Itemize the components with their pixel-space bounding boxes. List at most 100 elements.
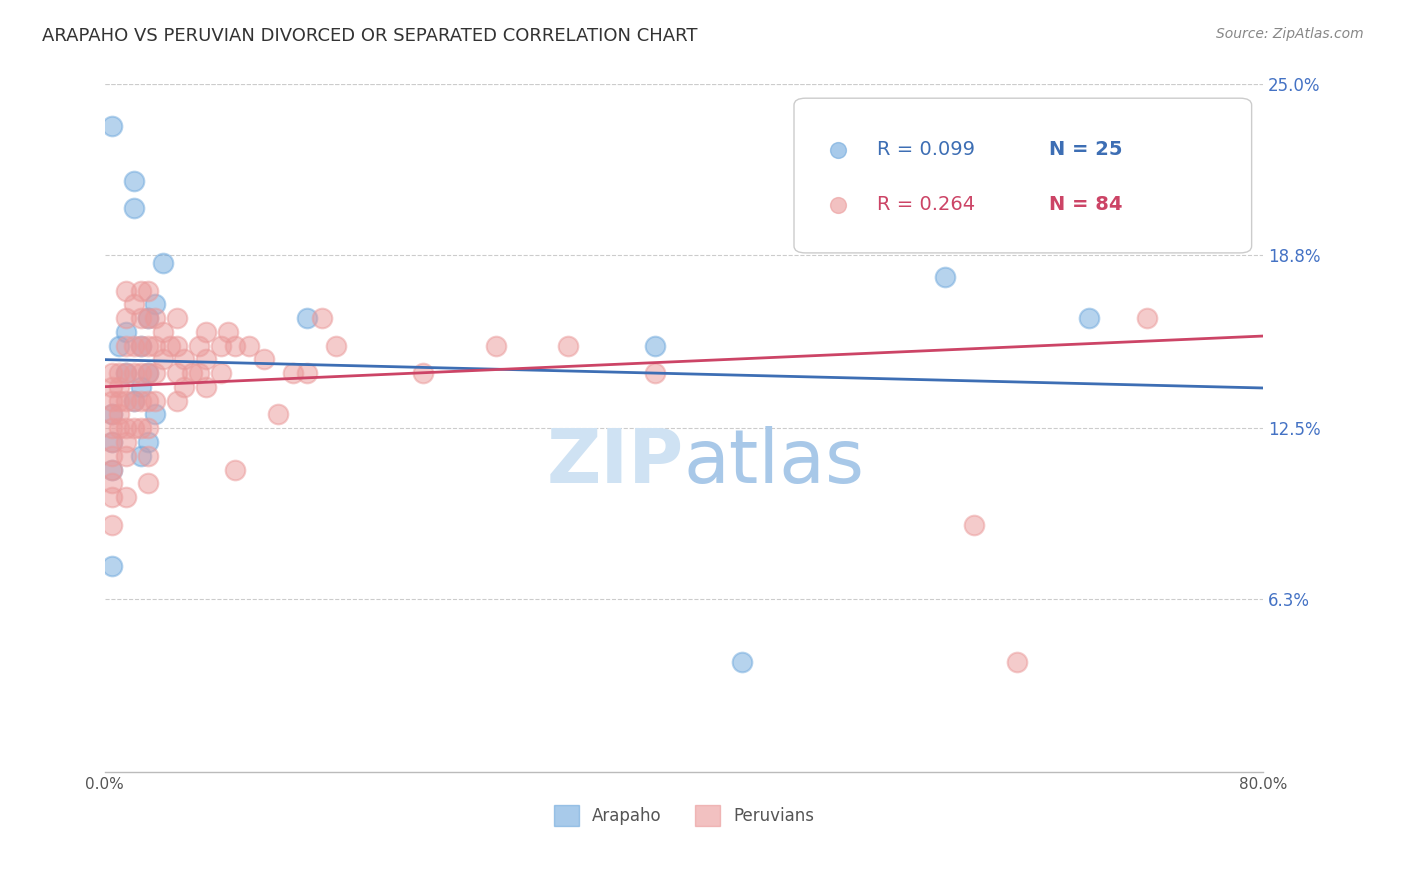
Point xyxy=(115,339,138,353)
Point xyxy=(129,421,152,435)
Point xyxy=(325,339,347,353)
Point xyxy=(412,366,434,380)
Point xyxy=(101,435,124,450)
Point xyxy=(136,311,159,326)
Point xyxy=(281,366,304,380)
Point xyxy=(644,339,666,353)
Point xyxy=(101,393,124,408)
Point xyxy=(108,408,131,422)
Legend: Arapaho, Peruvians: Arapaho, Peruvians xyxy=(547,799,821,832)
Point xyxy=(101,366,124,380)
Point xyxy=(115,284,138,298)
Point xyxy=(115,490,138,504)
Point xyxy=(143,339,166,353)
Point xyxy=(1078,311,1101,326)
Point xyxy=(136,435,159,450)
Point xyxy=(115,366,138,380)
Point xyxy=(101,476,124,491)
Point xyxy=(129,393,152,408)
Point xyxy=(122,393,145,408)
Point xyxy=(122,421,145,435)
Point xyxy=(187,366,209,380)
Point xyxy=(1078,160,1101,174)
Point xyxy=(101,490,124,504)
Point xyxy=(108,380,131,394)
Point xyxy=(129,366,152,380)
Point xyxy=(557,339,579,353)
FancyBboxPatch shape xyxy=(794,98,1251,253)
Point xyxy=(195,325,218,339)
Point xyxy=(224,339,246,353)
Point xyxy=(209,366,232,380)
Point xyxy=(129,311,152,326)
Point xyxy=(311,311,333,326)
Text: ARAPAHO VS PERUVIAN DIVORCED OR SEPARATED CORRELATION CHART: ARAPAHO VS PERUVIAN DIVORCED OR SEPARATE… xyxy=(42,27,697,45)
Point xyxy=(101,408,124,422)
Point xyxy=(101,380,124,394)
Point xyxy=(644,366,666,380)
Point xyxy=(101,421,124,435)
Point xyxy=(136,393,159,408)
Point xyxy=(180,366,202,380)
Point xyxy=(101,517,124,532)
Point xyxy=(143,393,166,408)
Point xyxy=(101,462,124,476)
Point xyxy=(101,462,124,476)
Text: R = 0.099: R = 0.099 xyxy=(877,140,976,160)
Point xyxy=(217,325,239,339)
Point xyxy=(890,132,912,146)
Text: ZIP: ZIP xyxy=(547,426,683,500)
Point xyxy=(122,366,145,380)
Point xyxy=(101,408,124,422)
Point xyxy=(101,449,124,463)
Point xyxy=(122,339,145,353)
Point xyxy=(129,339,152,353)
Point xyxy=(143,408,166,422)
Point xyxy=(297,366,319,380)
Point xyxy=(152,256,174,270)
Point xyxy=(143,366,166,380)
Point xyxy=(143,311,166,326)
Point xyxy=(209,339,232,353)
Point xyxy=(129,449,152,463)
Point xyxy=(122,393,145,408)
Point xyxy=(136,366,159,380)
Point xyxy=(253,352,276,367)
Point xyxy=(159,339,181,353)
Point xyxy=(115,393,138,408)
Point xyxy=(485,339,508,353)
Text: atlas: atlas xyxy=(683,426,865,500)
Point xyxy=(238,339,260,353)
Point xyxy=(195,352,218,367)
Point xyxy=(122,174,145,188)
Point xyxy=(166,366,188,380)
Point xyxy=(115,449,138,463)
Point xyxy=(101,558,124,573)
Point xyxy=(115,311,138,326)
Point xyxy=(934,270,956,285)
Point xyxy=(115,421,138,435)
Point xyxy=(108,339,131,353)
Point xyxy=(136,476,159,491)
Point xyxy=(297,311,319,326)
Point xyxy=(122,297,145,311)
Point xyxy=(108,393,131,408)
Text: N = 84: N = 84 xyxy=(1049,195,1122,214)
Point xyxy=(1005,655,1028,669)
Point xyxy=(115,325,138,339)
Point xyxy=(166,339,188,353)
Point xyxy=(115,366,138,380)
Point xyxy=(152,325,174,339)
Point xyxy=(129,339,152,353)
Point xyxy=(136,421,159,435)
Point xyxy=(166,311,188,326)
Point xyxy=(143,297,166,311)
Point xyxy=(152,352,174,367)
Point xyxy=(187,339,209,353)
Point xyxy=(101,435,124,450)
Point xyxy=(136,366,159,380)
Point xyxy=(173,380,195,394)
Point xyxy=(136,284,159,298)
Text: R = 0.264: R = 0.264 xyxy=(877,195,976,214)
Point xyxy=(136,449,159,463)
